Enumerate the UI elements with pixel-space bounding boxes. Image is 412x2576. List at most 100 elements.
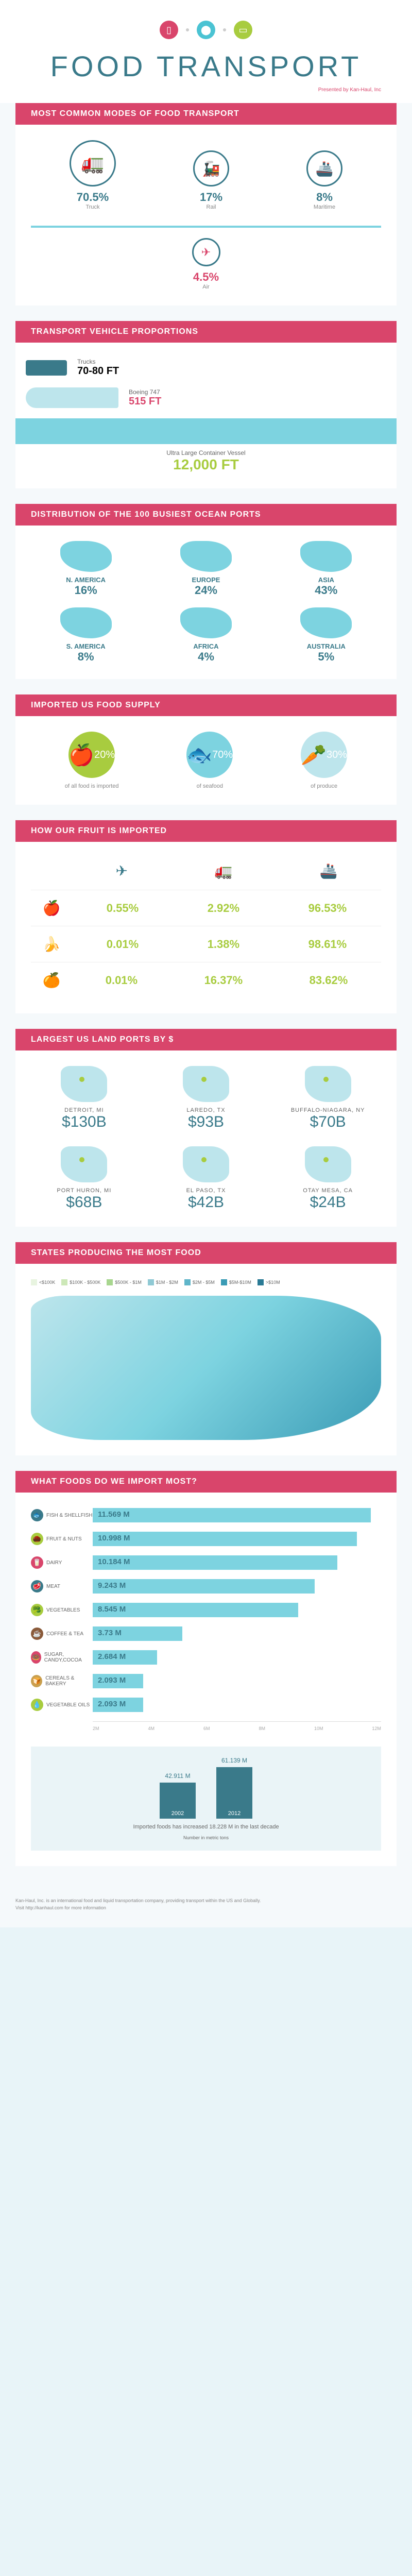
fruit-icon: 🍌 [31, 936, 72, 953]
fruit-row: 🍊0.01%16.37%83.62% [31, 962, 381, 998]
import-value: 2.093 M [98, 1700, 126, 1708]
air-label: Air [31, 284, 381, 290]
region-name: S. AMERICA [33, 642, 139, 650]
legend-swatch [184, 1279, 191, 1285]
port-value: $24B [274, 1194, 381, 1211]
legend-label: $500K - $1M [115, 1280, 142, 1285]
legend-swatch [258, 1279, 264, 1285]
continent-shape [180, 607, 232, 638]
region-name: ASIA [273, 576, 379, 584]
land-port-item: BUFFALO-NIAGARA, NY $70B [274, 1066, 381, 1131]
region-name: N. AMERICA [33, 576, 139, 584]
ports-section-title: DISTRIBUTION OF THE 100 BUSIEST OCEAN PO… [15, 504, 397, 526]
legend-swatch [31, 1279, 37, 1285]
supply-label: of seafood [186, 783, 233, 789]
import-value: 8.545 M [98, 1605, 126, 1614]
import-icon: 🥩 [31, 1580, 43, 1592]
region-name: AUSTRALIA [273, 642, 379, 650]
supply-icon: 🍎20% [68, 732, 115, 778]
import-value: 3.73 M [98, 1629, 122, 1637]
import-value: 2.684 M [98, 1652, 126, 1661]
truck-name: Trucks [77, 358, 119, 365]
port-value: $70B [274, 1113, 381, 1131]
import-bar-row: 🍞 CEREALS & BAKERY 2.093 M [31, 1674, 381, 1688]
imports-section: 🐟 FISH & SHELLFISH 11.569 M 🌰 FRUIT & NU… [15, 1493, 397, 1866]
ship-shape [15, 418, 397, 444]
fruit-mode-icon: 🚛 [215, 862, 233, 879]
region-pct: 43% [273, 584, 379, 597]
axis-tick: 6M [203, 1726, 210, 1731]
legend-item: <$100K [31, 1279, 55, 1285]
import-bar-row: 🥛 DAIRY 10.184 M [31, 1555, 381, 1570]
axis-tick: 8M [259, 1726, 265, 1731]
import-icon: 💧 [31, 1699, 43, 1711]
port-name: EL PASO, TX [153, 1188, 260, 1194]
axis-tick: 12M [372, 1726, 381, 1731]
supply-section-title: IMPORTED US FOOD SUPPLY [15, 694, 397, 716]
continent-shape [60, 607, 112, 638]
land-port-item: EL PASO, TX $42B [153, 1146, 260, 1211]
fruit-cell: 98.61% [308, 938, 347, 951]
state-shape [305, 1066, 351, 1102]
separator-dot [223, 28, 226, 31]
legend-label: $100K - $500K [70, 1280, 100, 1285]
truck-icon: ▭ [234, 21, 252, 39]
import-value: 2.093 M [98, 1676, 126, 1685]
import-label: 🥦 VEGETABLES [31, 1604, 93, 1616]
mode-item: 🚂 17% Rail [193, 150, 229, 210]
port-name: OTAY MESA, CA [274, 1188, 381, 1194]
import-icon: 🍩 [31, 1651, 41, 1664]
page-title: FOOD TRANSPORT [10, 49, 402, 83]
fruit-cell: 2.92% [208, 902, 239, 915]
supply-label: of produce [301, 783, 347, 789]
separator-dot [186, 28, 189, 31]
fruit-section-title: HOW OUR FRUIT IS IMPORTED [15, 820, 397, 842]
import-value: 10.998 M [98, 1534, 130, 1543]
import-bar [93, 1579, 315, 1594]
continent-shape [300, 541, 352, 572]
fruit-section: ✈🚛🚢 🍎0.55%2.92%96.53%🍌0.01%1.38%98.61%🍊0… [15, 842, 397, 1013]
mode-label: Maritime [306, 204, 342, 210]
port-dot [201, 1077, 207, 1082]
fruit-row: 🍌0.01%1.38%98.61% [31, 926, 381, 962]
import-value: 11.569 M [98, 1510, 130, 1519]
port-region: EUROPE 24% [153, 541, 259, 597]
fruit-icon: 🍊 [31, 972, 72, 989]
legend-swatch [61, 1279, 67, 1285]
continent-shape [180, 541, 232, 572]
proportions-section: Trucks 70-80 FT Boeing 747 515 FT Ultra … [15, 343, 397, 488]
axis-tick: 4M [148, 1726, 154, 1731]
region-pct: 16% [33, 584, 139, 597]
land-port-item: LAREDO, TX $93B [153, 1066, 260, 1131]
import-icon: ☕ [31, 1628, 43, 1640]
continent-shape [60, 541, 112, 572]
port-value: $68B [31, 1194, 138, 1211]
legend-label: $5M-$10M [229, 1280, 251, 1285]
air-icon: ✈ [192, 238, 220, 266]
legend-swatch [221, 1279, 227, 1285]
import-bar-row: 🌰 FRUIT & NUTS 10.998 M [31, 1532, 381, 1546]
port-dot [79, 1077, 84, 1082]
state-shape [61, 1066, 107, 1102]
legend-swatch [148, 1279, 154, 1285]
modes-section: 🚛 70.5% Truck🚂 17% Rail🚢 8% Maritime ✈ 4… [15, 125, 397, 306]
header-icons-row: ▯ ⬤ ▭ [10, 21, 402, 39]
modes-section-title: MOST COMMON MODES OF FOOD TRANSPORT [15, 103, 397, 125]
region-pct: 8% [33, 650, 139, 664]
import-label: 💧 VEGETABLE OILS [31, 1699, 93, 1711]
footer: Kan-Haul, Inc. is an international food … [0, 1882, 412, 1927]
supply-item: 🍎20% of all food is imported [65, 732, 119, 789]
region-pct: 4% [153, 650, 259, 664]
import-bar [93, 1532, 357, 1546]
decade-box: 42.911 M 200261.139 M 2012 Imported food… [31, 1747, 381, 1851]
state-shape [61, 1146, 107, 1182]
ports-section: N. AMERICA 16% EUROPE 24% ASIA 43% S. AM… [15, 526, 397, 679]
plane-name: Boeing 747 [129, 388, 161, 396]
port-dot [201, 1157, 207, 1162]
import-icon: 🐟 [31, 1509, 43, 1521]
import-label: 🥛 DAIRY [31, 1556, 93, 1569]
fruit-mode-icon: ✈ [115, 862, 127, 879]
supply-item: 🥕30% of produce [301, 732, 347, 789]
import-icon: 🌰 [31, 1533, 43, 1545]
legend-label: $1M - $2M [156, 1280, 178, 1285]
